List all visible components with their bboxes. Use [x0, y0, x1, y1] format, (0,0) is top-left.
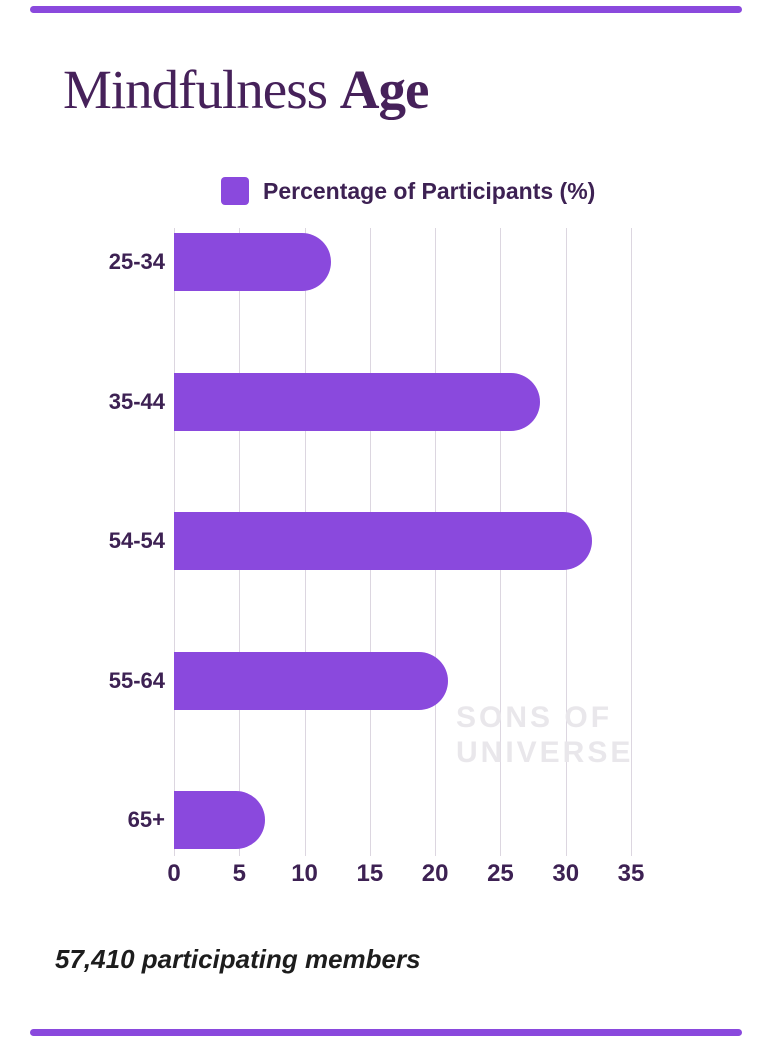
bar [174, 372, 540, 431]
watermark: SONS OF UNIVERSE [456, 701, 633, 771]
page-title: Mindfulness Age [63, 58, 430, 121]
x-tick-label: 5 [232, 860, 246, 887]
top-accent-bar [30, 6, 742, 13]
category-label: 35-44 [108, 388, 165, 414]
category-label: 65+ [127, 807, 165, 832]
legend-label: Percentage of Participants (%) [263, 177, 596, 204]
bar [174, 233, 331, 291]
page-title-regular: Mindfulness [63, 59, 328, 120]
category-label: 25-34 [108, 249, 165, 274]
bottom-accent-bar [30, 1029, 742, 1036]
legend-swatch-icon [221, 177, 249, 205]
page-title-bold: Age [339, 59, 430, 120]
x-tick-label: 20 [421, 860, 449, 887]
x-tick-label: 15 [356, 860, 384, 887]
x-tick-label: 0 [167, 860, 181, 887]
x-tick-label: 35 [617, 860, 645, 887]
watermark-line2: UNIVERSE [456, 735, 634, 769]
bar [174, 791, 266, 849]
bar [174, 512, 592, 570]
chart-legend: Percentage of Participants (%) [221, 176, 595, 206]
category-label: 55-64 [108, 667, 165, 693]
watermark-line1: SONS OF [456, 701, 613, 734]
bar [174, 651, 449, 710]
x-tick-label: 30 [552, 860, 580, 887]
category-label: 54-54 [108, 528, 165, 553]
gridline [631, 228, 632, 856]
footer-note: 57,410 participating members [55, 944, 421, 974]
x-tick-label: 25 [487, 860, 514, 887]
x-tick-label: 10 [291, 860, 318, 887]
